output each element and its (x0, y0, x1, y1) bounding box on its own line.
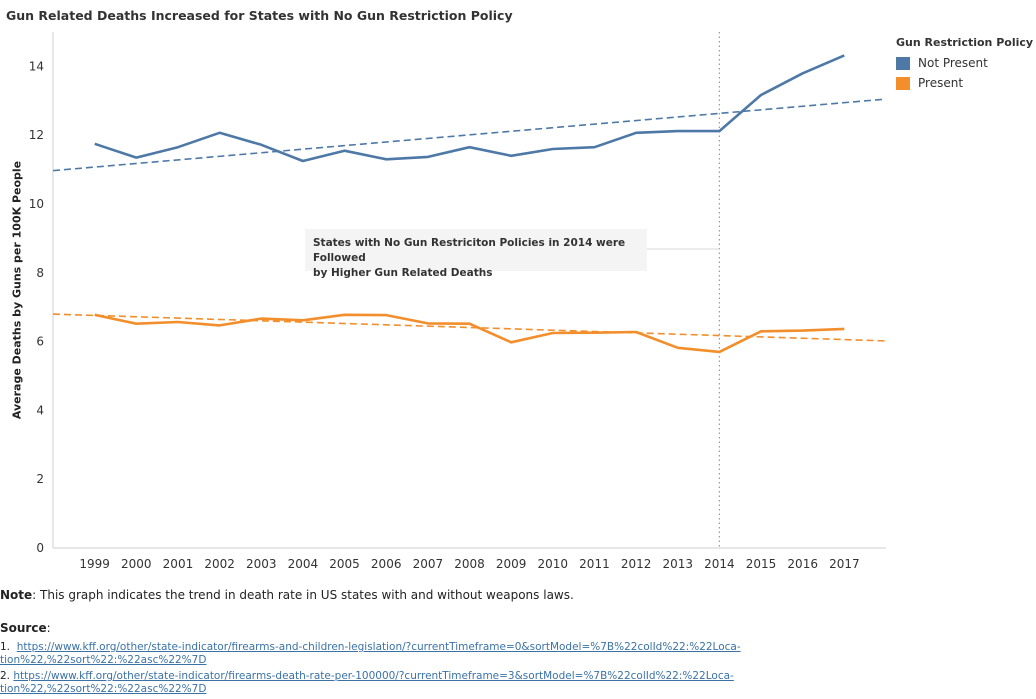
series-line-present[interactable] (94, 313, 845, 354)
legend-title: Gun Restriction Policy (896, 36, 1034, 49)
legend-swatch-present (896, 76, 910, 90)
y-tick-label: 0 (36, 541, 44, 555)
x-tick-label: 2012 (621, 557, 652, 571)
series-line-not-present[interactable] (94, 54, 845, 163)
legend-swatch-not-present (896, 56, 910, 70)
legend: Gun Restriction Policy Not Present Prese… (896, 36, 1033, 93)
trend-line-not-present (52, 98, 887, 172)
annotation-box: States with No Gun Restriciton Policies … (305, 229, 647, 279)
legend-item-not-present[interactable]: Not Present (896, 53, 1033, 73)
legend-label-not-present: Not Present (918, 56, 988, 70)
x-tick-label: 2017 (829, 557, 860, 571)
source-link-2-cont[interactable]: tion%22,%22sort%22:%22asc%22%7D (0, 683, 207, 695)
annotation-line-2: by Higher Gun Related Deaths (313, 267, 493, 279)
source-link-1[interactable]: https://www.kff.org/other/state-indicato… (16, 641, 741, 653)
y-tick-label: 12 (29, 128, 44, 142)
source-link-1-cont[interactable]: tion%22,%22sort%22:%22asc%22%7D (0, 654, 207, 666)
note-label: Note (0, 588, 33, 602)
x-tick-label: 2004 (288, 557, 319, 571)
source-item-1: 1. https://www.kff.org/other/state-indic… (0, 641, 741, 667)
y-tick-label: 10 (29, 197, 44, 211)
x-tick-label: 2009 (496, 557, 527, 571)
x-tick-label: 2008 (454, 557, 485, 571)
x-tick-label: 2003 (246, 557, 277, 571)
y-tick-label: 14 (29, 59, 44, 73)
note-text: : This graph indicates the trend in deat… (32, 588, 574, 602)
x-tick-label: 2015 (746, 557, 777, 571)
chart-title: Gun Related Deaths Increased for States … (6, 8, 513, 23)
x-tick-label: 2002 (204, 557, 235, 571)
x-tick-label: 1999 (79, 557, 110, 571)
source-label: Source (0, 621, 47, 635)
x-tick-label: 2001 (163, 557, 194, 571)
source-number-1: 1. (0, 641, 11, 653)
y-tick-label: 8 (36, 266, 44, 280)
line-chart: 0 2 4 6 8 10 12 14 1999 2000 2001 2002 2003 2004 2005 2… (29, 32, 887, 571)
x-tick-label: 2016 (787, 557, 818, 571)
x-tick-label: 2007 (413, 557, 444, 571)
annotation-line-1: States with No Gun Restriciton Policies … (313, 237, 626, 264)
y-tick-label: 6 (36, 335, 44, 349)
source-heading: Source: (0, 621, 51, 635)
x-tick-label: 2010 (538, 557, 569, 571)
x-tick-label: 2000 (121, 557, 152, 571)
x-tick-label: 2014 (704, 557, 735, 571)
source-colon: : (46, 621, 51, 635)
y-tick-label: 4 (36, 403, 44, 417)
x-tick-label: 2011 (579, 557, 610, 571)
legend-item-present[interactable]: Present (896, 73, 1033, 93)
source-item-2: 2. https://www.kff.org/other/state-indic… (0, 670, 734, 696)
legend-label-present: Present (918, 76, 964, 90)
source-link-2[interactable]: https://www.kff.org/other/state-indicato… (13, 670, 734, 682)
x-tick-label: 2013 (662, 557, 693, 571)
source-number-2: 2. (0, 670, 11, 682)
note: Note: This graph indicates the trend in … (0, 588, 574, 602)
trend-line-present (52, 313, 887, 342)
y-tick-label: 2 (36, 472, 44, 486)
x-tick-label: 2006 (371, 557, 402, 571)
x-tick-label: 2005 (329, 557, 360, 571)
